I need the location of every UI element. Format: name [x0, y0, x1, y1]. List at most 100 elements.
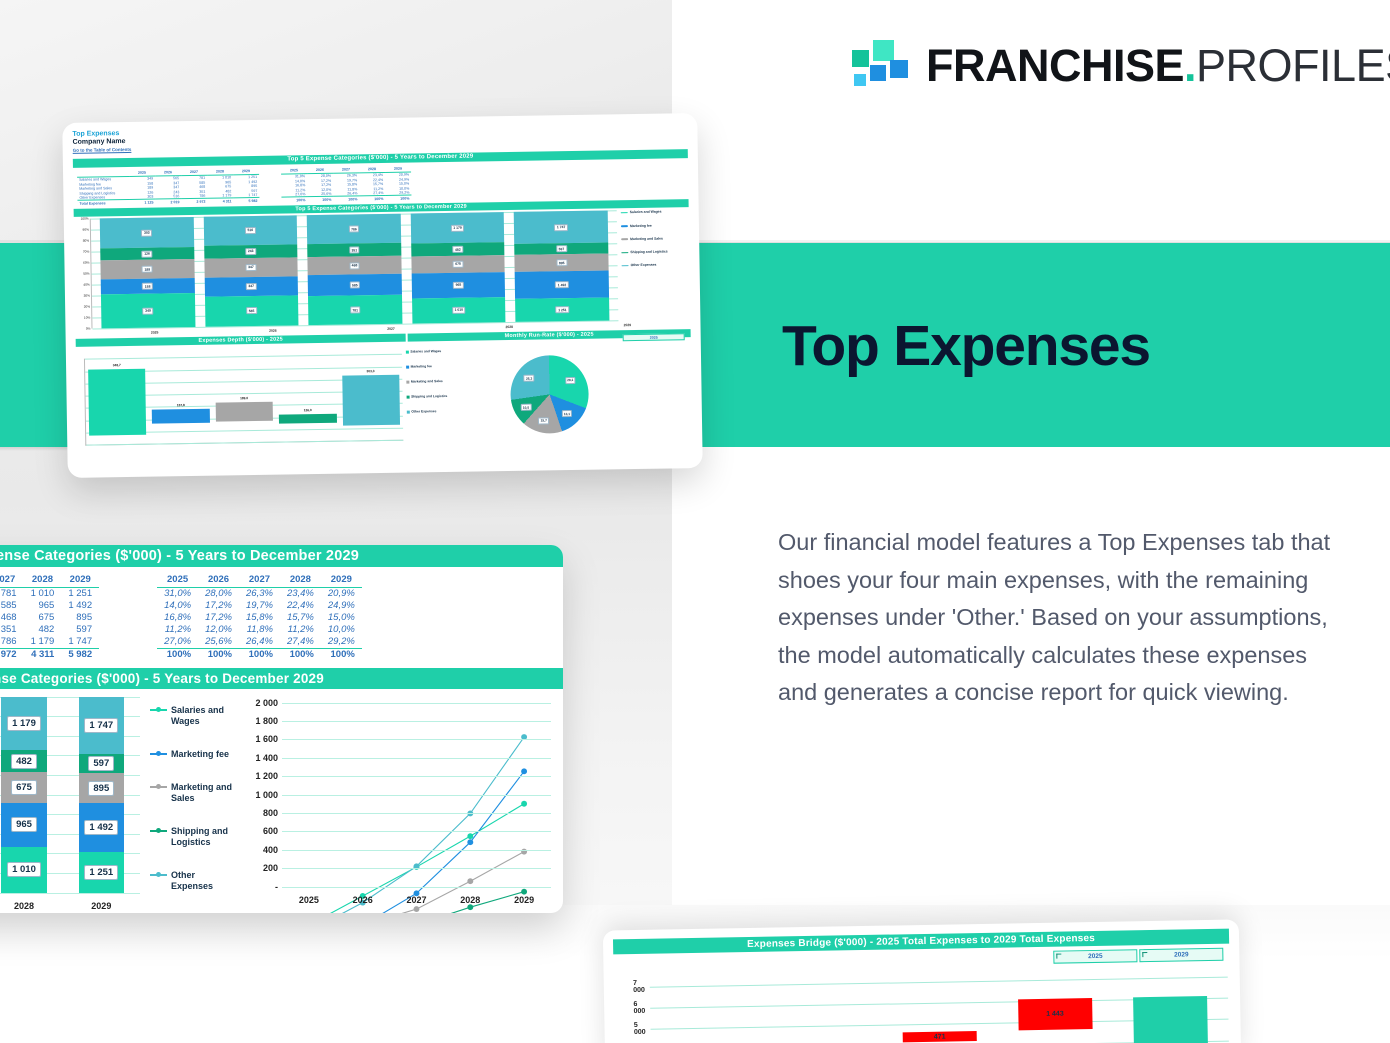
- year-option[interactable]: 2025: [1053, 949, 1138, 964]
- legend-label: Marketing fee: [629, 223, 652, 228]
- stacked-bar-column: 1 747 597 895 1 492 1 251: [514, 210, 610, 323]
- line-data-point: [521, 767, 528, 774]
- legend-color-swatch: [406, 410, 410, 414]
- bar-value-label: 482: [11, 753, 37, 769]
- expenses-depth-chart: 348,7 157,8 189,0 126,0 303,3: [76, 344, 408, 454]
- bar-value-label: 1 010: [7, 862, 41, 878]
- legend-color-swatch: [620, 225, 628, 227]
- bar-value-label: 781: [349, 306, 361, 314]
- x-axis-tick: 2026: [352, 894, 373, 905]
- col-header: 2029: [61, 573, 100, 588]
- bar-value-label: 965: [453, 281, 464, 289]
- bridge-year-selector[interactable]: 2025 2029: [1053, 947, 1224, 964]
- legend-label: Other Expenses: [411, 409, 437, 414]
- y-axis-tick: 400: [262, 844, 278, 855]
- legend-label: Marketing fee: [171, 748, 230, 759]
- legend-item: Marketing and Sales: [621, 236, 689, 241]
- legend-item: Shipping and Logistics: [406, 394, 487, 399]
- bar-value-label: 189,0: [240, 395, 249, 400]
- expense-percent-table: 2025 2026 2027 2028 2029 31,0% 28,0% 26,3% 23,4%…: [280, 166, 412, 203]
- bar-value-label: 126: [141, 250, 153, 258]
- legend-item: Other Expenses: [150, 870, 236, 892]
- legend-item: Marketing fee: [620, 223, 689, 228]
- bar-value-label: 565: [246, 307, 258, 315]
- bar-value-label: 675: [452, 260, 464, 268]
- screenshot-card-expense-detail[interactable]: Top 5 Expense Categories ($'000) - 5 Yea…: [0, 545, 563, 913]
- bar-value-label: 347: [245, 263, 257, 271]
- legend-item: Shipping and Logistics: [621, 249, 689, 254]
- stacked-bar-column: 516 243 347 347 565: [203, 215, 299, 328]
- legend-color-swatch: [406, 365, 409, 369]
- logo-squares-icon: [852, 38, 908, 94]
- y-axis-tick: 1 400: [255, 752, 278, 763]
- legend-label: Shipping and Logistics: [411, 394, 448, 399]
- line-data-point: [521, 848, 528, 855]
- legend-label: Shipping and Logistics: [171, 825, 228, 847]
- legend-label: Marketing and Sales: [630, 236, 663, 241]
- bar-value-label: 516: [244, 226, 256, 235]
- line-data-point: [413, 862, 420, 869]
- legend-label: Shipping and Logistics: [630, 249, 668, 255]
- screenshot-card-top-expenses-sheet[interactable]: Top Expenses Company Name Go to the Tabl…: [62, 113, 703, 478]
- y-axis-tick: 1 600: [255, 734, 278, 745]
- logo-text-dot: .: [1184, 40, 1197, 91]
- bar-value-label: 1 251: [555, 306, 570, 314]
- bar-value-label: 158: [142, 282, 154, 290]
- legend-item: Salaries and Wages: [620, 209, 689, 215]
- legend-label: Salaries and Wages: [629, 209, 662, 215]
- line-data-point: [359, 892, 366, 899]
- line-data-point: [521, 800, 528, 807]
- stacked-bar-column: 1 179 482 675 965 1 010: [410, 212, 506, 324]
- legend-label: Salaries and Wages: [171, 704, 225, 726]
- table-row: 11,2% 12,0% 11,8% 11,2% 10,0%: [164, 624, 355, 635]
- legend-color-swatch: [621, 238, 629, 240]
- logo-text-profiles: PROFILES: [1196, 40, 1390, 91]
- legend-label: Other Expenses: [630, 262, 657, 268]
- bar-value-label: 1 179: [450, 224, 465, 232]
- table-row: 27,0% 25,6% 26,4% 27,4% 29,2%: [164, 636, 355, 647]
- legend-color-swatch: [621, 264, 629, 267]
- legend-color-swatch: [150, 827, 167, 833]
- x-axis-tick: 2025: [150, 330, 159, 335]
- bar-value-label: 347: [245, 282, 257, 290]
- legend-item: Marketing fee: [150, 749, 236, 760]
- line-data-point: [413, 905, 420, 912]
- line-data-point: [467, 838, 474, 845]
- bar-value-label: 786: [348, 225, 360, 233]
- legend-item: Salaries and Wages: [405, 349, 486, 354]
- screenshot-card-expenses-bridge[interactable]: Expenses Bridge ($'000) - 2025 Total Exp…: [602, 919, 1242, 1043]
- depth-bar: 348,7: [88, 363, 147, 445]
- col-header: 2027: [0, 573, 24, 588]
- legend-label: Marketing and Sales: [171, 781, 233, 803]
- x-axis-tick: 2026: [269, 329, 277, 334]
- waterfall-bar: 1 443: [1017, 998, 1093, 1031]
- page-title: Top Expenses: [782, 314, 1151, 378]
- x-axis-tick: 2029: [91, 900, 112, 911]
- pie-year-selector[interactable]: 2025: [622, 333, 685, 342]
- table-row: 100% 100% 100% 100% 100%: [157, 647, 362, 661]
- logo-wordmark: FRANCHISE.PROFILES: [926, 40, 1390, 92]
- col-header: 2026: [198, 573, 239, 588]
- stacked-bar-chart: 0% 10% 20% 30% 40% 50% 60% 70% 80% 90% 100% 303 126…: [74, 209, 691, 335]
- bar-value-label: 303,3: [366, 369, 375, 374]
- expense-values-table: 2025 2026 2027 2028 2029 Salaries and Wages 34…: [77, 168, 260, 207]
- legend-color-swatch: [150, 750, 167, 756]
- pie-slices: [509, 355, 590, 435]
- depth-and-pie-row: 348,7 157,8 189,0 126,0 303,3 Salaries and W…: [76, 333, 693, 455]
- c2-band-chart-title: Top 5 Expense Categories ($'000) - 5 Yea…: [0, 667, 563, 689]
- legend-item: Other Expenses: [406, 409, 487, 414]
- col-header: 2028: [23, 573, 62, 588]
- line-data-point: [467, 877, 474, 884]
- year-option[interactable]: 2029: [1139, 947, 1224, 963]
- legend-label: Marketing and Sales: [410, 379, 443, 384]
- bar-value-label: 468: [349, 261, 360, 270]
- legend-color-swatch: [405, 350, 409, 354]
- legend-color-swatch: [150, 783, 167, 789]
- legend-color-swatch: [406, 395, 410, 399]
